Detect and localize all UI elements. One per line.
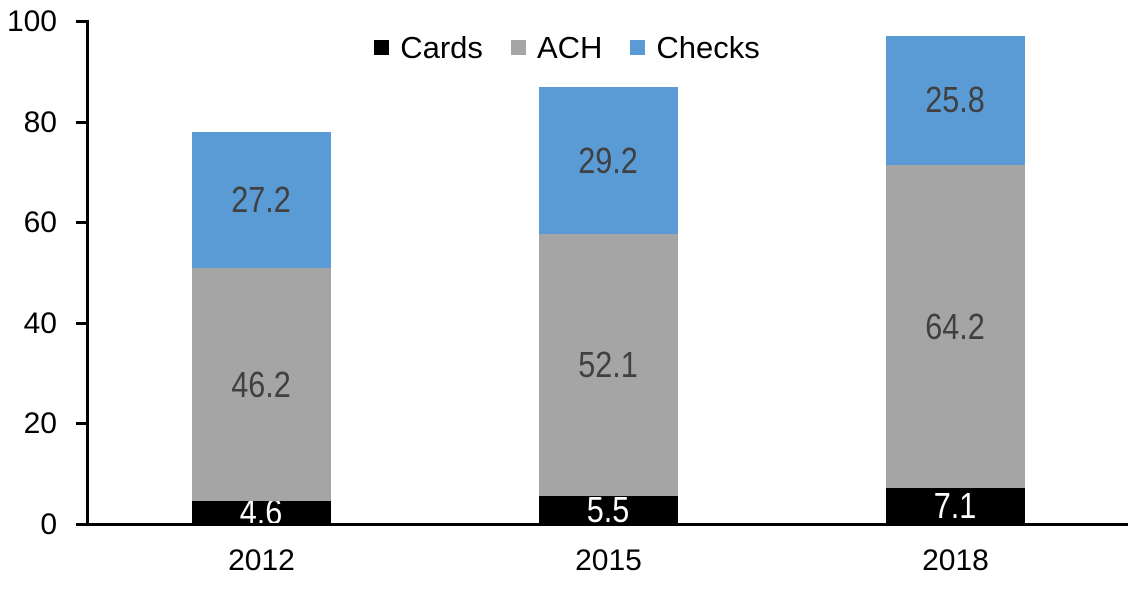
bar-segment-checks-2012: 27.2: [192, 131, 331, 269]
bar-segment-checks-2015: 29.2: [539, 87, 678, 235]
y-axis-tick: [76, 120, 86, 124]
y-axis-tick-label: 20: [23, 407, 57, 441]
y-axis-tick: [76, 523, 86, 526]
y-axis-line: [86, 20, 89, 526]
bar-segment-value-label: 46.2: [231, 363, 292, 405]
legend-swatch-cards: [374, 40, 390, 55]
bar-segment-value-label: 29.2: [578, 139, 639, 181]
bar-segment-cards-2015: 5.5: [539, 492, 678, 528]
y-axis-tick-label: 80: [23, 105, 57, 139]
bar-segment-checks-2018: 25.8: [886, 35, 1025, 166]
bar-segment-ach-2015: 52.1: [539, 234, 678, 497]
bar-segment-value-label: 7.1: [934, 485, 977, 527]
legend-swatch-checks: [630, 40, 646, 55]
y-axis-tick: [76, 321, 86, 325]
y-axis-tick-label: 40: [23, 306, 57, 340]
x-axis-line: [86, 523, 1128, 526]
x-axis-category-label: 2012: [228, 544, 295, 577]
bar-segment-ach-2012: 46.2: [192, 268, 331, 501]
y-axis-tick: [76, 20, 86, 23]
y-axis-tick-label: 0: [40, 508, 57, 541]
bar-segment-cards-2018: 7.1: [886, 488, 1025, 524]
y-axis-tick-label: 100: [6, 5, 57, 38]
x-axis-category-label: 2015: [575, 544, 642, 577]
legend-item-ach: ACH: [510, 30, 603, 65]
y-axis-tick: [76, 221, 86, 225]
bar-segment-value-label: 27.2: [231, 179, 292, 221]
legend: Cards ACH Checks: [0, 32, 1134, 63]
bar-segment-value-label: 64.2: [925, 305, 986, 347]
bar-segment-cards-2012: 4.6: [192, 494, 331, 530]
legend-label: Checks: [656, 30, 760, 65]
bar-segment-value-label: 52.1: [578, 344, 639, 386]
legend-label: Cards: [400, 30, 483, 65]
legend-label: ACH: [536, 30, 603, 65]
bar-segment-value-label: 25.8: [925, 79, 986, 121]
y-axis-tick-label: 60: [23, 206, 57, 240]
y-axis-tick: [76, 422, 86, 426]
x-axis-category-label: 2018: [922, 544, 989, 577]
legend-item-cards: Cards: [374, 32, 483, 63]
legend-item-checks: Checks: [630, 30, 760, 65]
bar-segment-value-label: 5.5: [587, 489, 630, 531]
legend-swatch-ach: [510, 40, 526, 55]
bar-segment-ach-2018: 64.2: [886, 165, 1025, 489]
